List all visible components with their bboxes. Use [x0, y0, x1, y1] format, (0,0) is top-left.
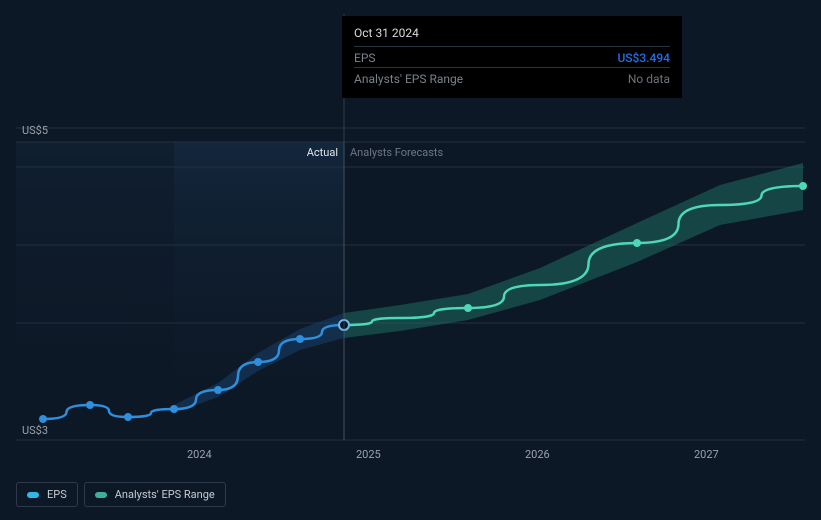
- tooltip-row-value: US$3.494: [617, 51, 670, 65]
- x-tick-label: 2026: [525, 448, 550, 461]
- legend-dot-icon: [27, 492, 39, 498]
- x-tick-label: 2027: [694, 448, 719, 461]
- tooltip-date: Oct 31 2024: [354, 26, 670, 40]
- chart-legend: EPS Analysts' EPS Range: [16, 482, 226, 507]
- legend-item-label: EPS: [47, 488, 67, 501]
- x-tick-label: 2025: [356, 448, 381, 461]
- eps-forecast-chart: US$5 US$3 2024 2025 2026 2027 Actual Ana…: [0, 0, 821, 520]
- tooltip-row-value: No data: [628, 72, 670, 86]
- tooltip-row-range: Analysts' EPS Range No data: [354, 67, 670, 88]
- tooltip-row-label: EPS: [354, 51, 376, 65]
- tooltip-row-eps: EPS US$3.494: [354, 46, 670, 67]
- legend-item-label: Analysts' EPS Range: [115, 488, 215, 501]
- tooltip-row-label: Analysts' EPS Range: [354, 72, 463, 86]
- legend-dot-icon: [95, 492, 107, 498]
- y-tick-label: US$3: [22, 424, 48, 437]
- forecast-region-label: Analysts Forecasts: [350, 146, 443, 159]
- actual-region-label: Actual: [307, 146, 338, 159]
- legend-item-eps[interactable]: EPS: [16, 482, 78, 507]
- x-tick-label: 2024: [187, 448, 212, 461]
- y-tick-label: US$5: [22, 124, 48, 137]
- legend-item-range[interactable]: Analysts' EPS Range: [84, 482, 226, 507]
- chart-tooltip: Oct 31 2024 EPS US$3.494 Analysts' EPS R…: [342, 16, 682, 98]
